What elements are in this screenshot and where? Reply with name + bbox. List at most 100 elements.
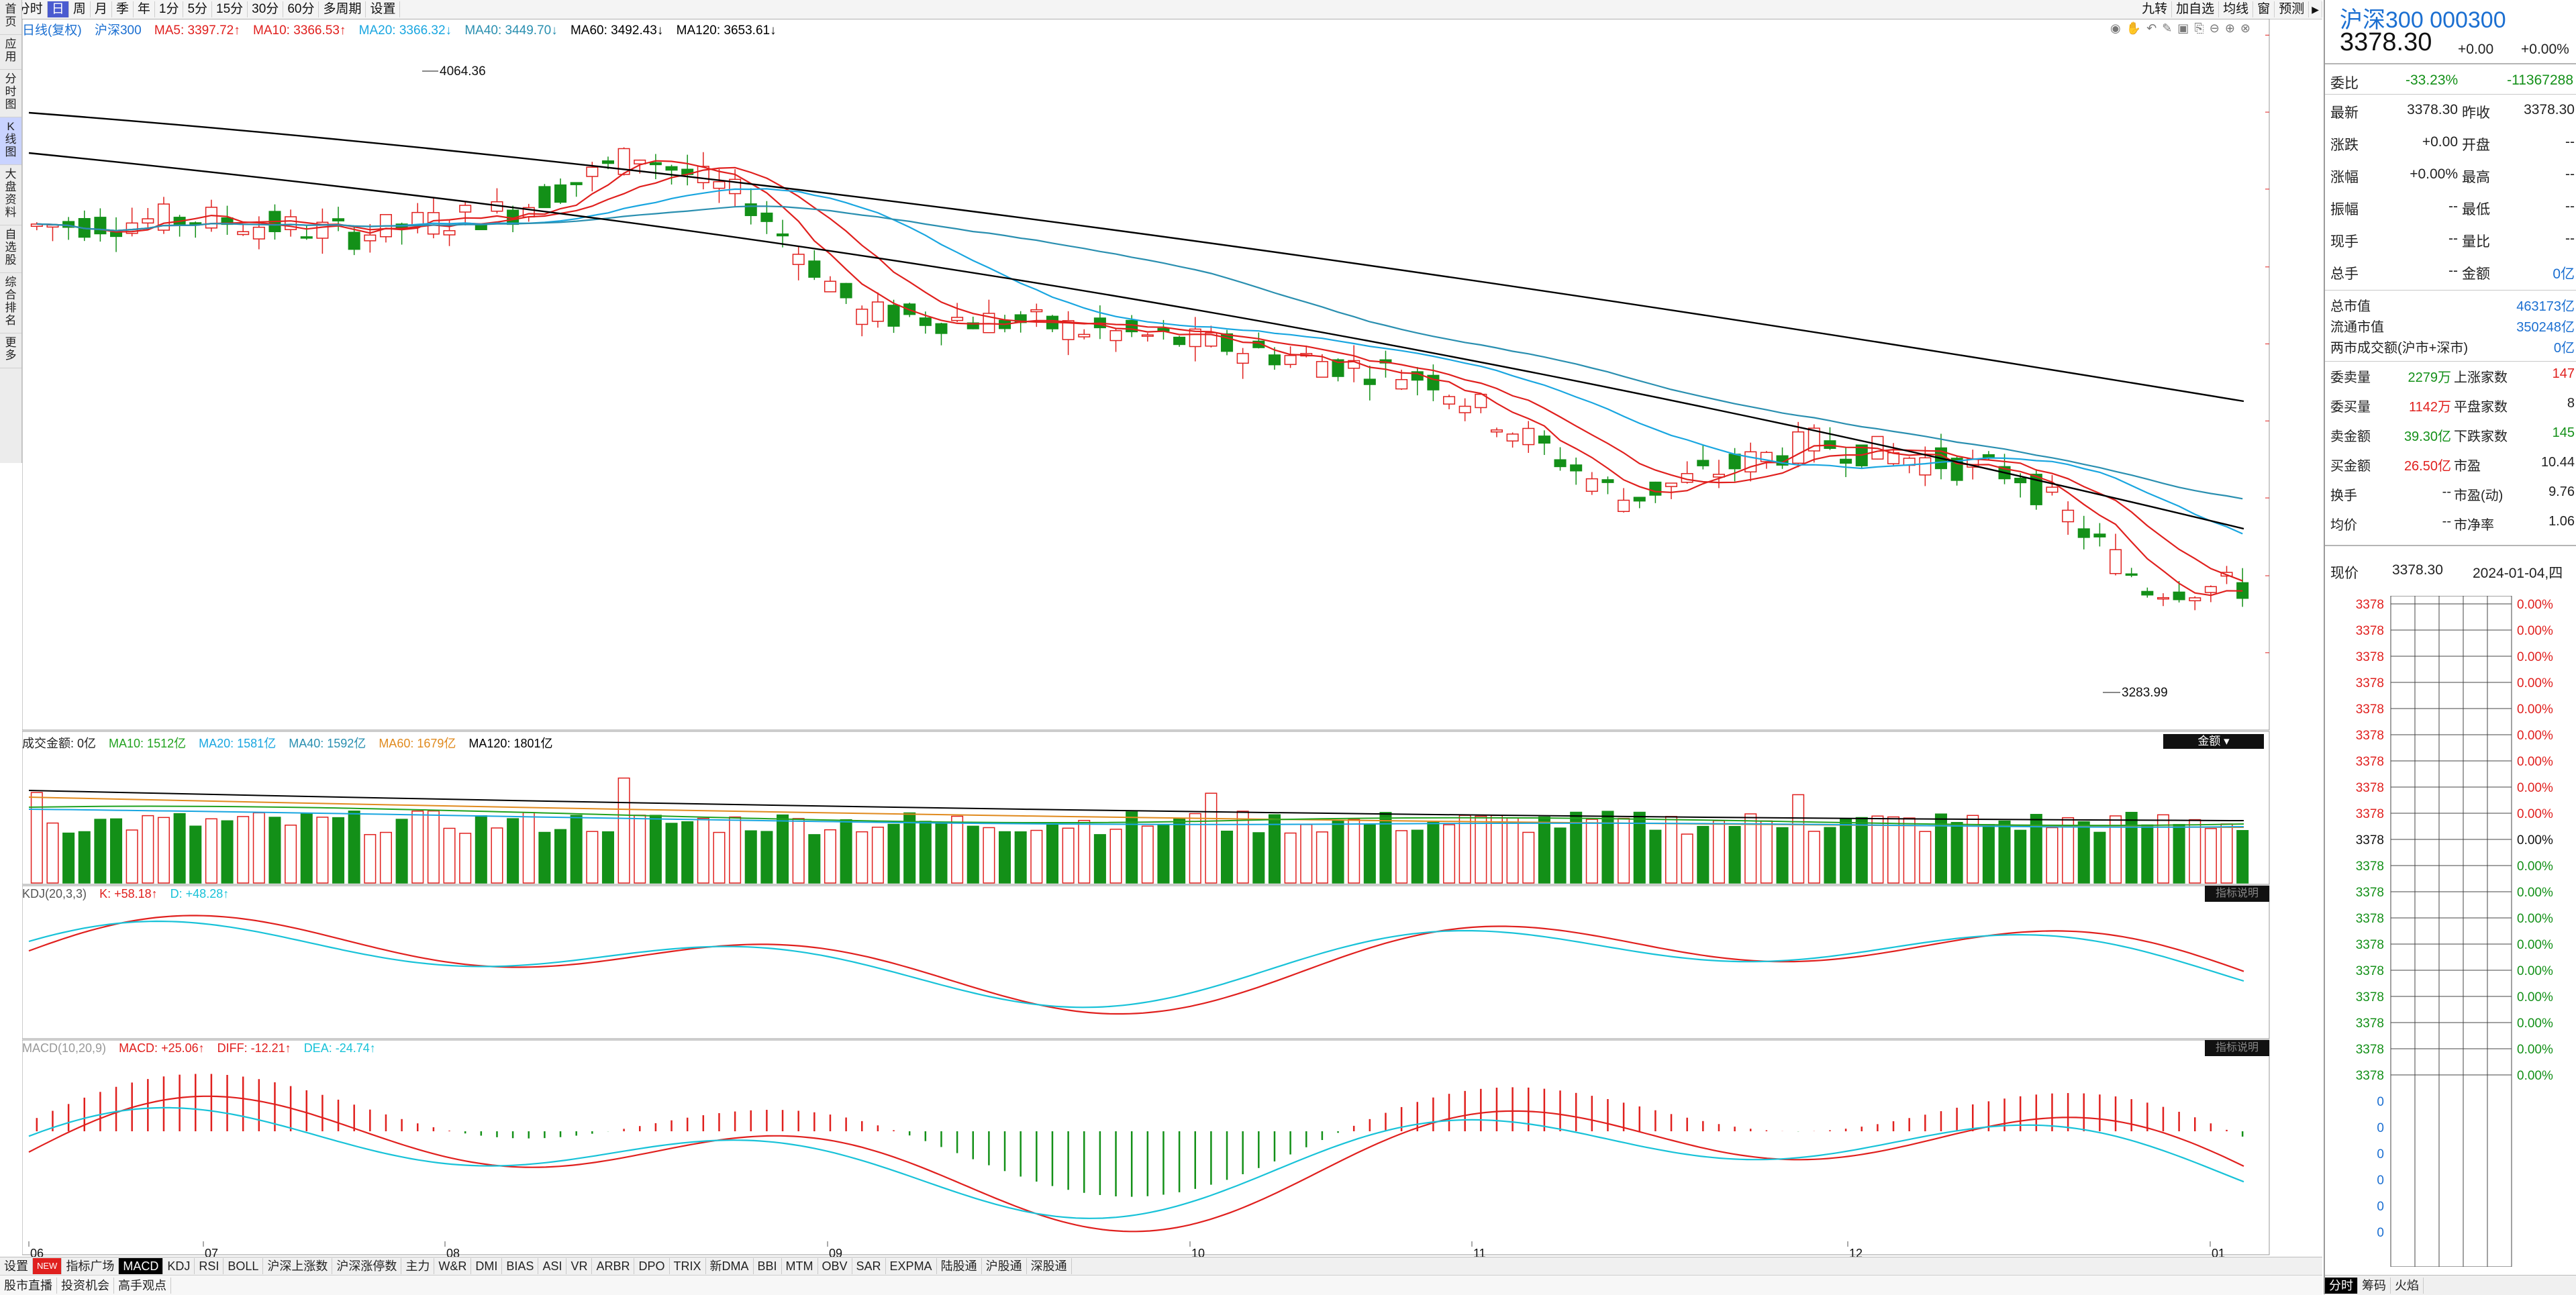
kdj-name-label[interactable]: KDJ(20,3,3) (22, 887, 87, 900)
leftnav-item-2[interactable]: 分时图 (0, 70, 21, 117)
indicator-tab-10[interactable]: W&R (434, 1258, 472, 1274)
indicator-tab-7[interactable]: 沪深上涨数 (263, 1258, 333, 1274)
candle-body (1618, 499, 1630, 513)
ladder-price: 3378 (2356, 886, 2384, 900)
leftnav-item-5[interactable]: 自选股 (0, 225, 21, 273)
candle-body (205, 207, 217, 229)
period-tab-2[interactable]: 周 (69, 1, 91, 17)
indicator-tab-9[interactable]: 主力 (401, 1258, 435, 1274)
indicator-tab-4[interactable]: KDJ (163, 1258, 195, 1274)
indicator-tab-6[interactable]: BOLL (224, 1258, 264, 1274)
symbol-label[interactable]: 沪深300 (94, 23, 142, 38)
quote-tab-1[interactable]: 筹码 (2358, 1277, 2391, 1294)
period-tab-8[interactable]: 15分 (212, 1, 248, 17)
info-tab-0[interactable]: 股市直播 (0, 1277, 57, 1294)
toolbar-button-2[interactable]: 均线 (2219, 1, 2254, 17)
toolbar-button-0[interactable]: 九转 (2138, 1, 2173, 17)
leftnav-item-4[interactable]: 大盘资料 (0, 165, 21, 225)
period-tab-10[interactable]: 60分 (283, 1, 319, 17)
indicator-tab-5[interactable]: RSI (195, 1258, 224, 1274)
period-tab-4[interactable]: 季 (112, 1, 134, 17)
quote-tab-2[interactable]: 火焰 (2391, 1277, 2424, 1294)
leftnav-item-3[interactable]: K线图 (0, 117, 21, 165)
kline-chart-area[interactable]: 4064.363283.9941084012391638193723362735… (21, 18, 2310, 1260)
period-tab-11[interactable]: 多周期 (319, 1, 366, 17)
eye-icon[interactable]: ◉ (2110, 21, 2126, 35)
period-tab-1[interactable]: 日 (47, 1, 69, 17)
ladder-price: 3378 (2356, 1043, 2384, 1057)
macd-name-label[interactable]: MACD(10,20,9) (22, 1041, 107, 1055)
quote-label2-4: 量比 (2462, 234, 2490, 250)
indicator-tab-2[interactable]: 指标广场 (62, 1258, 119, 1274)
period-tab-3[interactable]: 月 (91, 1, 112, 17)
indicator-tab-19[interactable]: BBI (754, 1258, 782, 1274)
indicator-tab-12[interactable]: BIAS (502, 1258, 539, 1274)
zoom-out-icon[interactable]: ⊖ (2209, 21, 2225, 35)
period-tab-9[interactable]: 30分 (248, 1, 284, 17)
indicator-tab-24[interactable]: 陆股通 (937, 1258, 982, 1274)
draw-icon[interactable]: ✎ (2162, 21, 2178, 35)
indicator-tab-22[interactable]: SAR (852, 1258, 886, 1274)
indicator-tab-3[interactable]: MACD (119, 1258, 164, 1274)
indicator-tab-14[interactable]: VR (566, 1258, 593, 1274)
volume-bar (681, 821, 694, 884)
ladder-pct: 0.00% (2517, 886, 2553, 900)
volume-mode-dropdown[interactable]: 金额 ▾ (2163, 734, 2264, 749)
indicator-tab-11[interactable]: DMI (471, 1258, 503, 1274)
candle-body (570, 182, 583, 185)
indicator-tab-23[interactable]: EXPMA (886, 1258, 937, 1274)
candle-body (1189, 328, 1201, 348)
copy-icon[interactable]: ⎘ (2194, 21, 2210, 35)
zoom-in-icon[interactable]: ⊕ (2224, 21, 2240, 35)
indicator-tab-18[interactable]: 新DMA (706, 1258, 754, 1274)
toolbar-button-3[interactable]: 窗 (2253, 1, 2275, 17)
quote-label1-4: 现手 (2330, 234, 2359, 250)
toolbar-button-4[interactable]: 预测 (2275, 1, 2310, 17)
leftnav-item-6[interactable]: 综合排名 (0, 273, 21, 333)
indicator-tab-26[interactable]: 深股通 (1027, 1258, 1072, 1274)
ma10-line (36, 166, 2243, 582)
indicator-tab-1[interactable]: NEW (33, 1258, 62, 1274)
volume-bar (2093, 831, 2106, 884)
leftnav-item-1[interactable]: 应用 (0, 35, 21, 70)
candle-body (348, 231, 360, 250)
volume-ma20-line (28, 809, 2244, 828)
volume-bar (221, 820, 234, 884)
close-icon[interactable]: ⊗ (2240, 21, 2256, 35)
indicator-tab-8[interactable]: 沪深涨停数 (332, 1258, 402, 1274)
volume-bar (316, 817, 329, 884)
indicator-tab-20[interactable]: MTM (782, 1258, 818, 1274)
indicator-tab-25[interactable]: 沪股通 (982, 1258, 1027, 1274)
kdj-help-button[interactable]: 指标说明 (2205, 886, 2269, 902)
scroll-right-button[interactable]: ▶ (2309, 1, 2322, 17)
flow-label1-5: 均价 (2330, 518, 2357, 533)
info-tab-1[interactable]: 投资机会 (57, 1277, 114, 1294)
indicator-tab-17[interactable]: TRIX (670, 1258, 706, 1274)
candle-body (1332, 359, 1344, 377)
volume-bar (1982, 824, 1995, 884)
volume-bar (2077, 821, 2090, 884)
candle-body (871, 301, 884, 322)
lock-icon[interactable]: ▣ (2177, 21, 2195, 35)
volume-bar (856, 831, 869, 884)
candle-body (1982, 454, 1995, 458)
period-tab-0[interactable]: 分时 (13, 1, 48, 17)
indicator-tab-0[interactable]: 设置 (0, 1258, 33, 1274)
period-tab-6[interactable]: 1分 (155, 1, 184, 17)
period-tab-12[interactable]: 设置 (366, 1, 401, 17)
toolbar-button-1[interactable]: 加自选 (2172, 1, 2220, 17)
leftnav-item-0[interactable]: 首页 (0, 0, 21, 35)
undo-icon[interactable]: ↶ (2146, 21, 2163, 35)
indicator-tab-13[interactable]: ASI (538, 1258, 567, 1274)
indicator-tab-16[interactable]: DPO (634, 1258, 670, 1274)
period-tab-5[interactable]: 年 (134, 1, 155, 17)
quote-tab-0[interactable]: 分时 (2325, 1277, 2358, 1294)
leftnav-item-7[interactable]: 更多 (0, 333, 21, 368)
hand-icon[interactable]: ✋ (2126, 21, 2147, 35)
period-tab-7[interactable]: 5分 (183, 1, 213, 17)
info-tab-2[interactable]: 高手观点 (114, 1277, 171, 1294)
macd-help-button[interactable]: 指标说明 (2205, 1040, 2269, 1056)
indicator-tab-21[interactable]: OBV (818, 1258, 852, 1274)
volume-bar (1014, 831, 1027, 884)
indicator-tab-15[interactable]: ARBR (592, 1258, 635, 1274)
